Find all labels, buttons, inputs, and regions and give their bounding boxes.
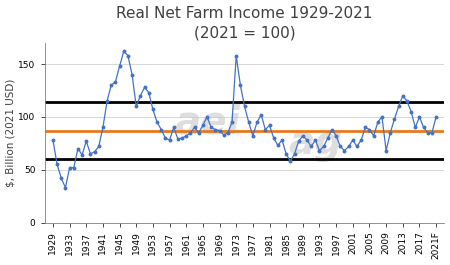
Text: aei: aei (174, 103, 240, 141)
Text: ag: ag (288, 124, 342, 162)
Title: Real Net Farm Income 1929-2021
(2021 = 100): Real Net Farm Income 1929-2021 (2021 = 1… (117, 6, 373, 40)
Y-axis label: $, Billion (2021 USD): $, Billion (2021 USD) (5, 78, 16, 187)
